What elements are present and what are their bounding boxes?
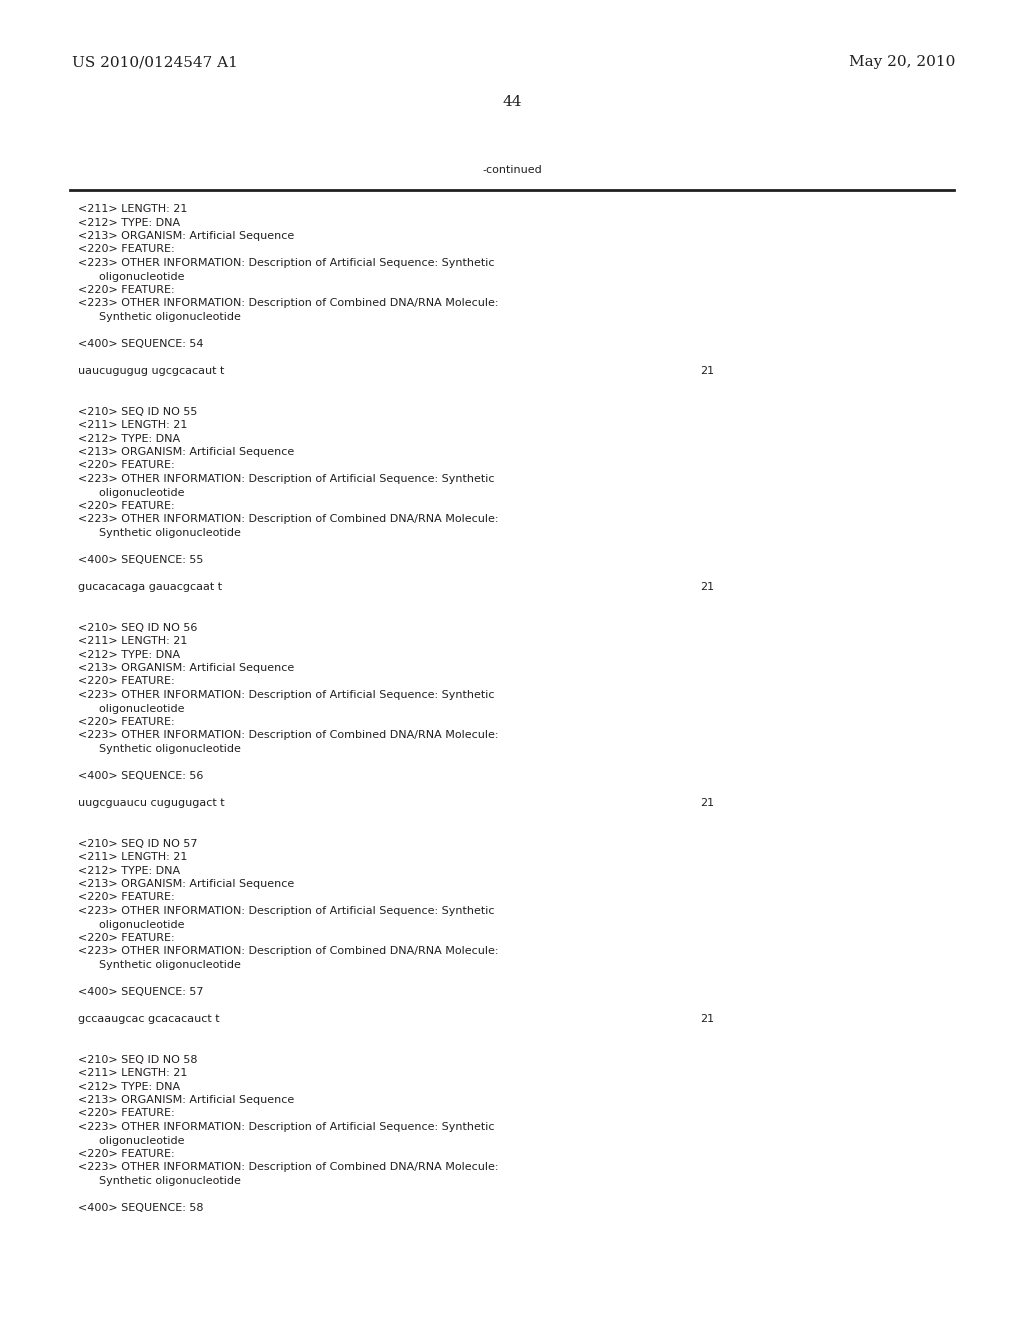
Text: <220> FEATURE:: <220> FEATURE: (78, 461, 175, 470)
Text: <220> FEATURE:: <220> FEATURE: (78, 1109, 175, 1118)
Text: <213> ORGANISM: Artificial Sequence: <213> ORGANISM: Artificial Sequence (78, 879, 294, 888)
Text: uaucugugug ugcgcacaut t: uaucugugug ugcgcacaut t (78, 366, 224, 376)
Text: <400> SEQUENCE: 57: <400> SEQUENCE: 57 (78, 987, 204, 997)
Text: <210> SEQ ID NO 55: <210> SEQ ID NO 55 (78, 407, 198, 417)
Text: -continued: -continued (482, 165, 542, 176)
Text: <220> FEATURE:: <220> FEATURE: (78, 1148, 175, 1159)
Text: Synthetic oligonucleotide: Synthetic oligonucleotide (78, 960, 241, 970)
Text: <211> LENGTH: 21: <211> LENGTH: 21 (78, 851, 187, 862)
Text: 21: 21 (700, 366, 714, 376)
Text: Synthetic oligonucleotide: Synthetic oligonucleotide (78, 312, 241, 322)
Text: <220> FEATURE:: <220> FEATURE: (78, 892, 175, 903)
Text: 21: 21 (700, 1014, 714, 1024)
Text: <223> OTHER INFORMATION: Description of Combined DNA/RNA Molecule:: <223> OTHER INFORMATION: Description of … (78, 298, 499, 309)
Text: <223> OTHER INFORMATION: Description of Artificial Sequence: Synthetic: <223> OTHER INFORMATION: Description of … (78, 906, 495, 916)
Text: <210> SEQ ID NO 56: <210> SEQ ID NO 56 (78, 623, 198, 632)
Text: <213> ORGANISM: Artificial Sequence: <213> ORGANISM: Artificial Sequence (78, 447, 294, 457)
Text: <213> ORGANISM: Artificial Sequence: <213> ORGANISM: Artificial Sequence (78, 1096, 294, 1105)
Text: <220> FEATURE:: <220> FEATURE: (78, 717, 175, 727)
Text: <400> SEQUENCE: 56: <400> SEQUENCE: 56 (78, 771, 204, 781)
Text: 21: 21 (700, 799, 714, 808)
Text: gccaaugcac gcacacauct t: gccaaugcac gcacacauct t (78, 1014, 219, 1024)
Text: <223> OTHER INFORMATION: Description of Combined DNA/RNA Molecule:: <223> OTHER INFORMATION: Description of … (78, 1163, 499, 1172)
Text: <400> SEQUENCE: 54: <400> SEQUENCE: 54 (78, 339, 204, 348)
Text: Synthetic oligonucleotide: Synthetic oligonucleotide (78, 1176, 241, 1185)
Text: <213> ORGANISM: Artificial Sequence: <213> ORGANISM: Artificial Sequence (78, 231, 294, 242)
Text: <220> FEATURE:: <220> FEATURE: (78, 285, 175, 294)
Text: <210> SEQ ID NO 58: <210> SEQ ID NO 58 (78, 1055, 198, 1064)
Text: <220> FEATURE:: <220> FEATURE: (78, 502, 175, 511)
Text: May 20, 2010: May 20, 2010 (849, 55, 955, 69)
Text: oligonucleotide: oligonucleotide (78, 487, 184, 498)
Text: <223> OTHER INFORMATION: Description of Combined DNA/RNA Molecule:: <223> OTHER INFORMATION: Description of … (78, 515, 499, 524)
Text: <212> TYPE: DNA: <212> TYPE: DNA (78, 433, 180, 444)
Text: <212> TYPE: DNA: <212> TYPE: DNA (78, 649, 180, 660)
Text: gucacacaga gauacgcaat t: gucacacaga gauacgcaat t (78, 582, 222, 591)
Text: <211> LENGTH: 21: <211> LENGTH: 21 (78, 205, 187, 214)
Text: oligonucleotide: oligonucleotide (78, 272, 184, 281)
Text: <220> FEATURE:: <220> FEATURE: (78, 244, 175, 255)
Text: <223> OTHER INFORMATION: Description of Combined DNA/RNA Molecule:: <223> OTHER INFORMATION: Description of … (78, 730, 499, 741)
Text: <223> OTHER INFORMATION: Description of Artificial Sequence: Synthetic: <223> OTHER INFORMATION: Description of … (78, 474, 495, 484)
Text: <212> TYPE: DNA: <212> TYPE: DNA (78, 1081, 180, 1092)
Text: Synthetic oligonucleotide: Synthetic oligonucleotide (78, 528, 241, 539)
Text: <400> SEQUENCE: 55: <400> SEQUENCE: 55 (78, 554, 204, 565)
Text: uugcguaucu cugugugact t: uugcguaucu cugugugact t (78, 799, 224, 808)
Text: <211> LENGTH: 21: <211> LENGTH: 21 (78, 636, 187, 645)
Text: <210> SEQ ID NO 57: <210> SEQ ID NO 57 (78, 838, 198, 849)
Text: 21: 21 (700, 582, 714, 591)
Text: <223> OTHER INFORMATION: Description of Artificial Sequence: Synthetic: <223> OTHER INFORMATION: Description of … (78, 690, 495, 700)
Text: oligonucleotide: oligonucleotide (78, 920, 184, 929)
Text: 44: 44 (502, 95, 522, 110)
Text: oligonucleotide: oligonucleotide (78, 1135, 184, 1146)
Text: <213> ORGANISM: Artificial Sequence: <213> ORGANISM: Artificial Sequence (78, 663, 294, 673)
Text: <220> FEATURE:: <220> FEATURE: (78, 933, 175, 942)
Text: <220> FEATURE:: <220> FEATURE: (78, 676, 175, 686)
Text: <223> OTHER INFORMATION: Description of Combined DNA/RNA Molecule:: <223> OTHER INFORMATION: Description of … (78, 946, 499, 957)
Text: <211> LENGTH: 21: <211> LENGTH: 21 (78, 1068, 187, 1078)
Text: <212> TYPE: DNA: <212> TYPE: DNA (78, 218, 180, 227)
Text: <212> TYPE: DNA: <212> TYPE: DNA (78, 866, 180, 875)
Text: oligonucleotide: oligonucleotide (78, 704, 184, 714)
Text: <223> OTHER INFORMATION: Description of Artificial Sequence: Synthetic: <223> OTHER INFORMATION: Description of … (78, 1122, 495, 1133)
Text: <211> LENGTH: 21: <211> LENGTH: 21 (78, 420, 187, 430)
Text: <400> SEQUENCE: 58: <400> SEQUENCE: 58 (78, 1203, 204, 1213)
Text: US 2010/0124547 A1: US 2010/0124547 A1 (72, 55, 238, 69)
Text: Synthetic oligonucleotide: Synthetic oligonucleotide (78, 744, 241, 754)
Text: <223> OTHER INFORMATION: Description of Artificial Sequence: Synthetic: <223> OTHER INFORMATION: Description of … (78, 257, 495, 268)
